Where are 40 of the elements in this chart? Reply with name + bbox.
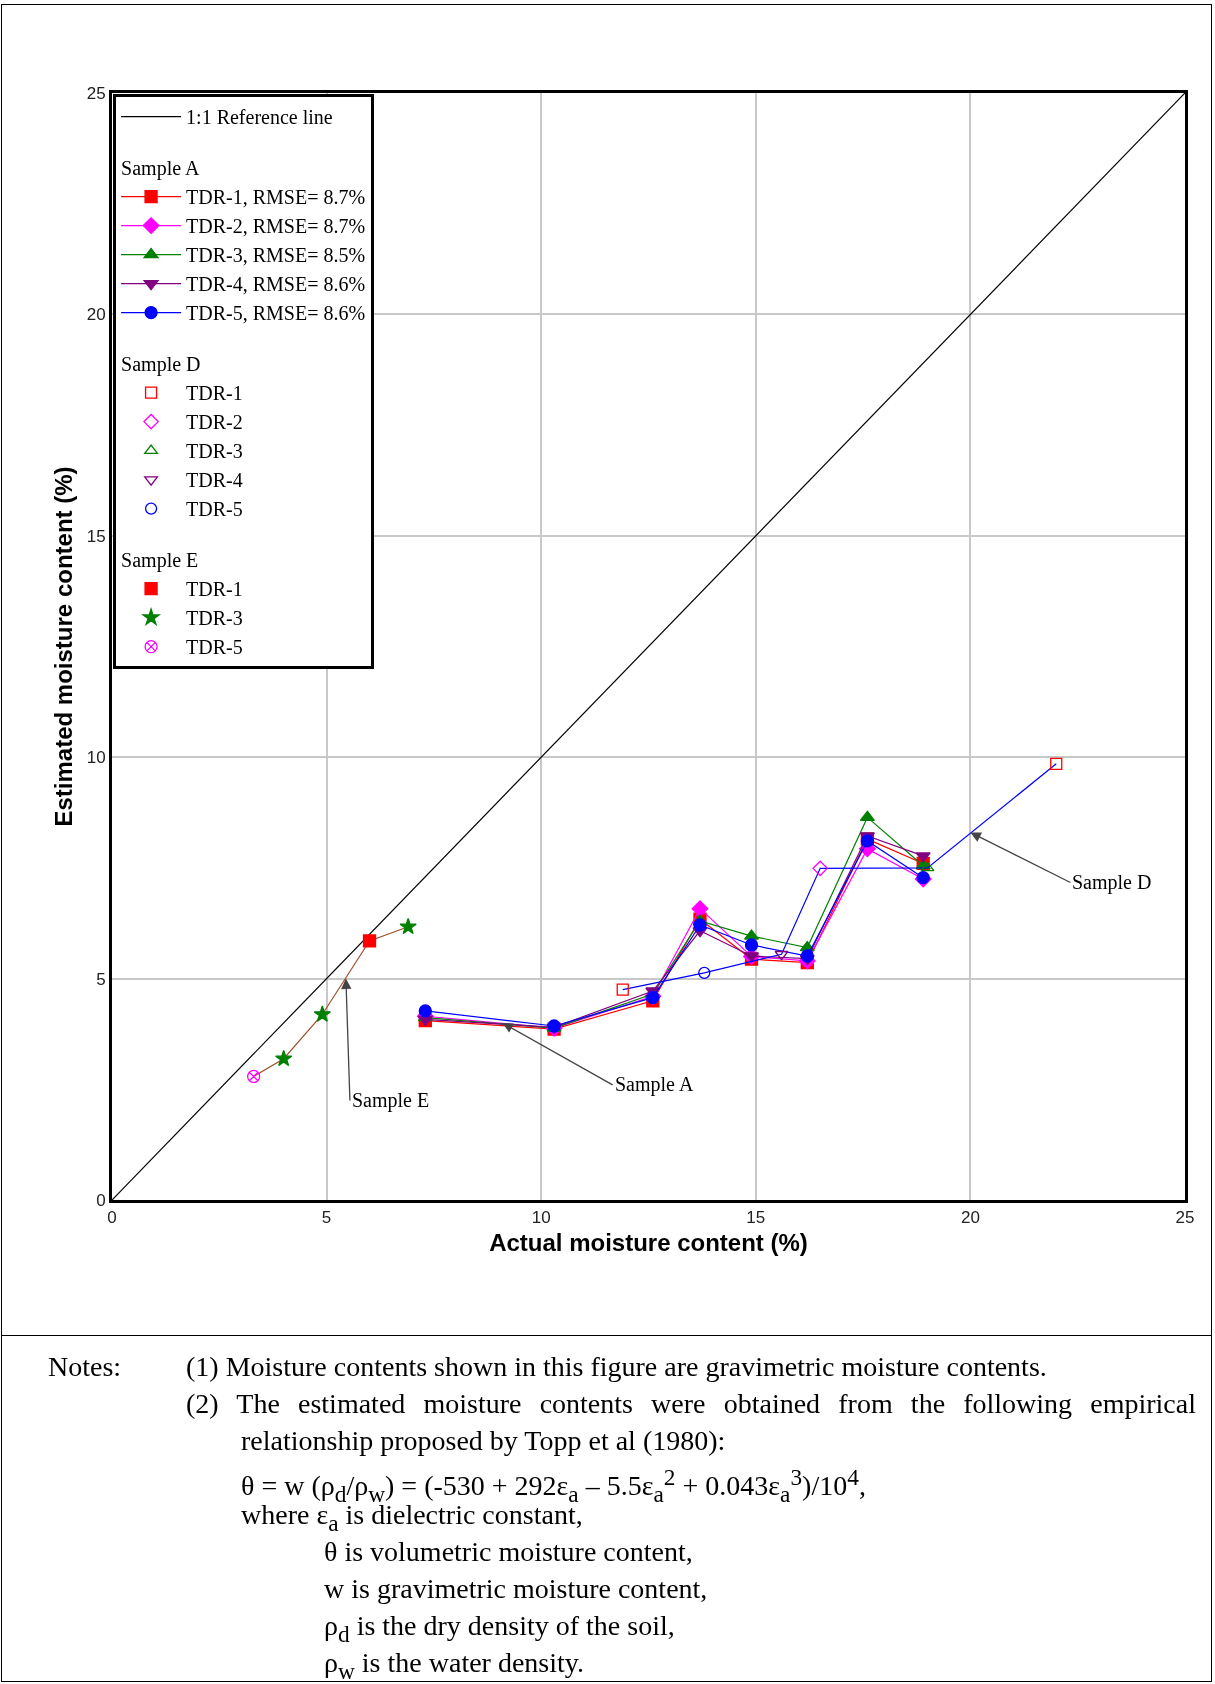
y-tick-label: 25 (86, 83, 106, 103)
y-tick-label: 10 (86, 748, 106, 768)
annotation: Sample E (352, 1089, 430, 1112)
y-tick-label: 20 (86, 305, 106, 325)
x-tick-label: 5 (321, 1208, 332, 1228)
text: w is gravimetric moisture content, (324, 1572, 709, 1606)
text: θ is volumetric moisture content, (324, 1536, 693, 1567)
text: (1) Moisture contents shown in this figure are gravimetric moisture contents. (186, 1350, 1048, 1384)
legend-label: 1:1 Reference line (186, 106, 333, 129)
text: Notes: (48, 1350, 122, 1384)
legend-label: TDR-1 (186, 578, 243, 601)
legend-label: TDR-2 (186, 411, 243, 434)
annotation: Sample A (615, 1073, 694, 1096)
legend-label: TDR-2, RMSE= 8.7% (186, 215, 366, 238)
x-tick-label: 20 (960, 1208, 980, 1228)
legend-label: TDR-1 (186, 382, 243, 405)
text: (2) The estimated moisture contents were obtained from the following empirical relationship proposed by Topp et al (1980): (186, 1387, 1196, 1458)
annotation: Sample D (1072, 871, 1152, 894)
y-axis-title: Estimated moisture content (%) (49, 466, 77, 827)
legend-label: TDR-5 (186, 636, 243, 659)
annotation: Sample E (121, 549, 199, 573)
legend-label: TDR-1, RMSE= 8.7% (186, 186, 366, 209)
text: ρ$_{w}$ is the water density. (324, 1647, 584, 1684)
x-tick-label: 25 (1175, 1208, 1195, 1228)
x-tick-label: 10 (531, 1208, 551, 1228)
y-tick-label: 0 (96, 1190, 106, 1210)
y-tick-label: 5 (96, 969, 106, 989)
y-tick-label: 15 (86, 526, 106, 546)
annotation: Sample D (121, 353, 201, 377)
legend-label: TDR-5 (186, 498, 243, 521)
x-tick-label: 15 (746, 1208, 766, 1228)
legend-label: TDR-4 (186, 469, 243, 492)
annotation: Sample A (121, 157, 200, 181)
legend-label: TDR-3, RMSE= 8.5% (186, 244, 366, 267)
legend-label: TDR-5, RMSE= 8.6% (186, 302, 366, 325)
x-axis-title: Actual moisture content (%) (489, 1228, 808, 1256)
legend-label: TDR-4, RMSE= 8.6% (186, 273, 366, 296)
legend-label: TDR-3 (186, 607, 243, 630)
legend-label: TDR-3 (186, 440, 243, 463)
text: ρ$_{d}$ is the dry density of the soil, (324, 1610, 675, 1647)
